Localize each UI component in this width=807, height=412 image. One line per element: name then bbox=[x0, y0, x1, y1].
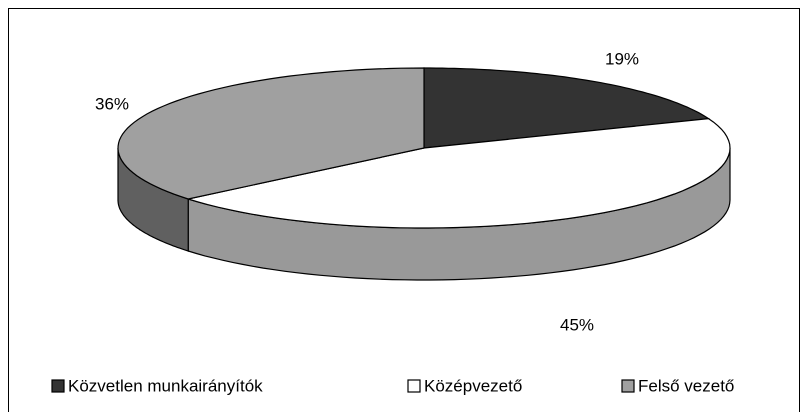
data-label: 45% bbox=[560, 315, 594, 334]
legend-label: Felső vezető bbox=[638, 376, 734, 395]
data-label: 36% bbox=[95, 94, 129, 113]
legend-label: Középvezető bbox=[424, 376, 522, 395]
pie-slice bbox=[117, 67, 425, 200]
legend-label: Közvetlen munkairányítók bbox=[68, 376, 263, 395]
data-label: 19% bbox=[605, 49, 639, 68]
pie-slice bbox=[188, 117, 731, 229]
legend-swatch bbox=[51, 379, 65, 393]
legend-swatch bbox=[621, 379, 635, 393]
pie-slice bbox=[423, 67, 711, 149]
legend-swatch bbox=[407, 379, 421, 393]
